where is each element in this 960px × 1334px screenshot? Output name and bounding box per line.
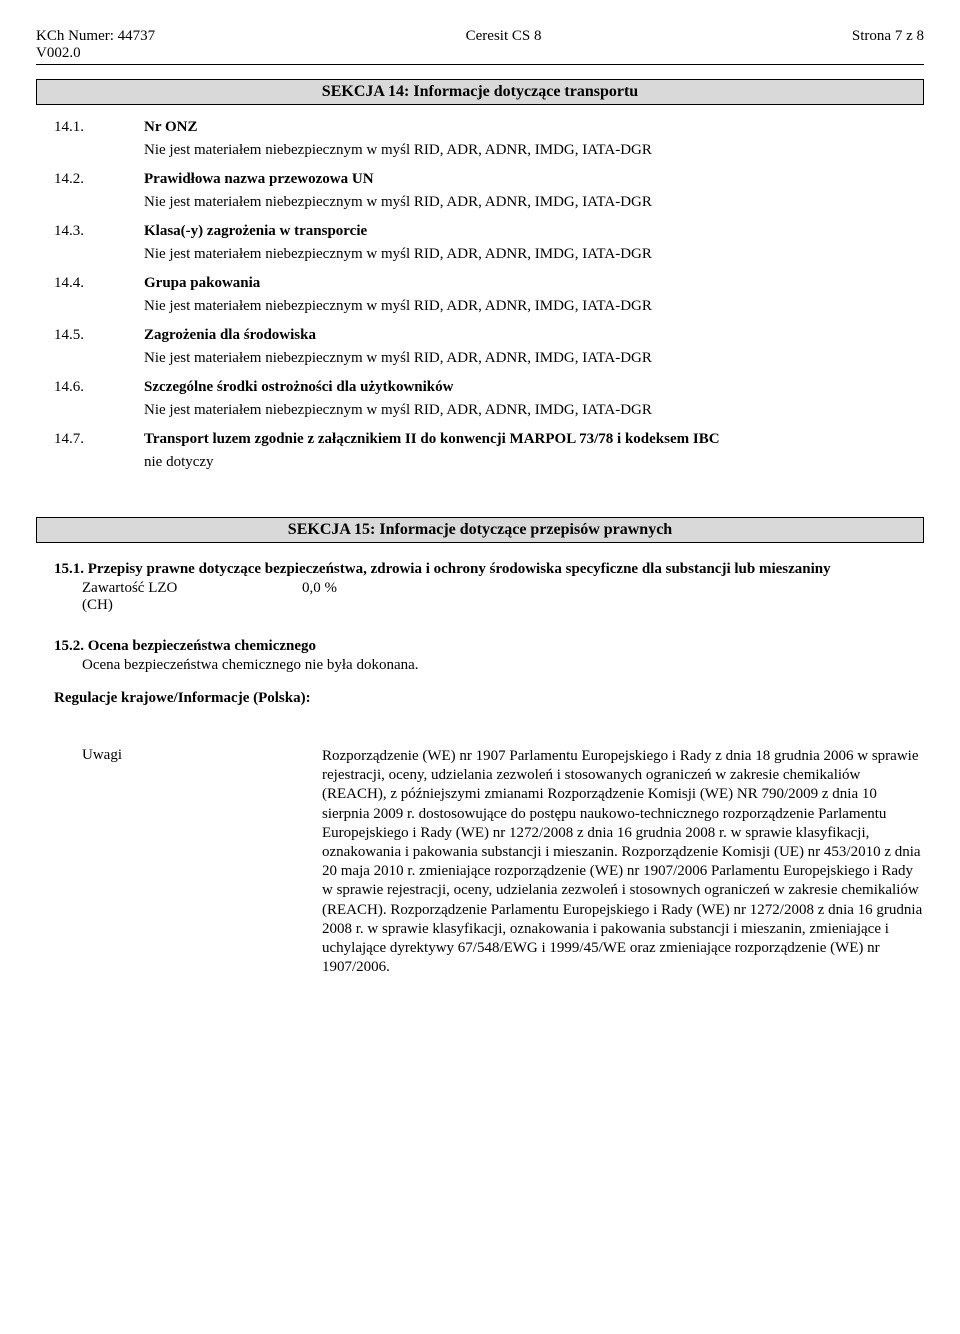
lzo-note: (CH) [82, 597, 924, 614]
item-14-3: 14.3. Klasa(-y) zagrożenia w transporcie [54, 223, 924, 240]
header-product: Ceresit CS 8 [155, 28, 852, 45]
uwagi-row: Uwagi Rozporządzenie (WE) nr 1907 Parlam… [82, 747, 924, 977]
s15-2-body: Ocena bezpieczeństwa chemicznego nie był… [82, 657, 924, 674]
doc-version: V002.0 [36, 45, 81, 61]
item-14-7: 14.7. Transport luzem zgodnie z załączni… [54, 431, 924, 448]
item-title: Szczególne środki ostrożności dla użytko… [144, 379, 453, 396]
item-title: Zagrożenia dla środowiska [144, 327, 316, 344]
item-title: Nr ONZ [144, 119, 197, 136]
item-body: Nie jest materiałem niebezpiecznym w myś… [144, 402, 924, 419]
section-14-title: SEKCJA 14: Informacje dotyczące transpor… [36, 79, 924, 105]
item-body: nie dotyczy [144, 454, 924, 471]
item-14-1: 14.1. Nr ONZ [54, 119, 924, 136]
item-14-6: 14.6. Szczególne środki ostrożności dla … [54, 379, 924, 396]
reg-head: Regulacje krajowe/Informacje (Polska): [54, 690, 924, 707]
item-number: 14.6. [54, 379, 144, 396]
item-title: Prawidłowa nazwa przewozowa UN [144, 171, 374, 188]
item-number: 14.7. [54, 431, 144, 448]
item-number: 14.1. [54, 119, 144, 136]
item-14-4: 14.4. Grupa pakowania [54, 275, 924, 292]
item-number: 14.4. [54, 275, 144, 292]
item-number: 14.5. [54, 327, 144, 344]
item-body: Nie jest materiałem niebezpiecznym w myś… [144, 142, 924, 159]
doc-number-label: KCh Numer: [36, 28, 114, 44]
s15-1-head: 15.1. Przepisy prawne dotyczące bezpiecz… [54, 561, 924, 578]
page-header: KCh Numer: 44737 V002.0 Ceresit CS 8 Str… [36, 28, 924, 62]
item-body: Nie jest materiałem niebezpiecznym w myś… [144, 298, 924, 315]
section-15-title: SEKCJA 15: Informacje dotyczące przepisó… [36, 517, 924, 543]
item-title: Transport luzem zgodnie z załącznikiem I… [144, 431, 720, 448]
s15-2-head: 15.2. Ocena bezpieczeństwa chemicznego [54, 638, 924, 655]
header-left: KCh Numer: 44737 V002.0 [36, 28, 155, 62]
item-14-2: 14.2. Prawidłowa nazwa przewozowa UN [54, 171, 924, 188]
item-body: Nie jest materiałem niebezpiecznym w myś… [144, 350, 924, 367]
lzo-label: Zawartość LZO [82, 580, 302, 597]
lzo-value: 0,0 % [302, 580, 337, 597]
item-body: Nie jest materiałem niebezpiecznym w myś… [144, 194, 924, 211]
lzo-row: Zawartość LZO 0,0 % [82, 580, 924, 597]
item-number: 14.2. [54, 171, 144, 188]
doc-number-value: 44737 [118, 28, 156, 44]
item-14-5: 14.5. Zagrożenia dla środowiska [54, 327, 924, 344]
uwagi-label: Uwagi [82, 747, 322, 977]
item-body: Nie jest materiałem niebezpiecznym w myś… [144, 246, 924, 263]
item-title: Klasa(-y) zagrożenia w transporcie [144, 223, 367, 240]
item-title: Grupa pakowania [144, 275, 260, 292]
header-rule [36, 64, 924, 65]
item-number: 14.3. [54, 223, 144, 240]
uwagi-body: Rozporządzenie (WE) nr 1907 Parlamentu E… [322, 747, 924, 977]
header-page: Strona 7 z 8 [852, 28, 924, 45]
